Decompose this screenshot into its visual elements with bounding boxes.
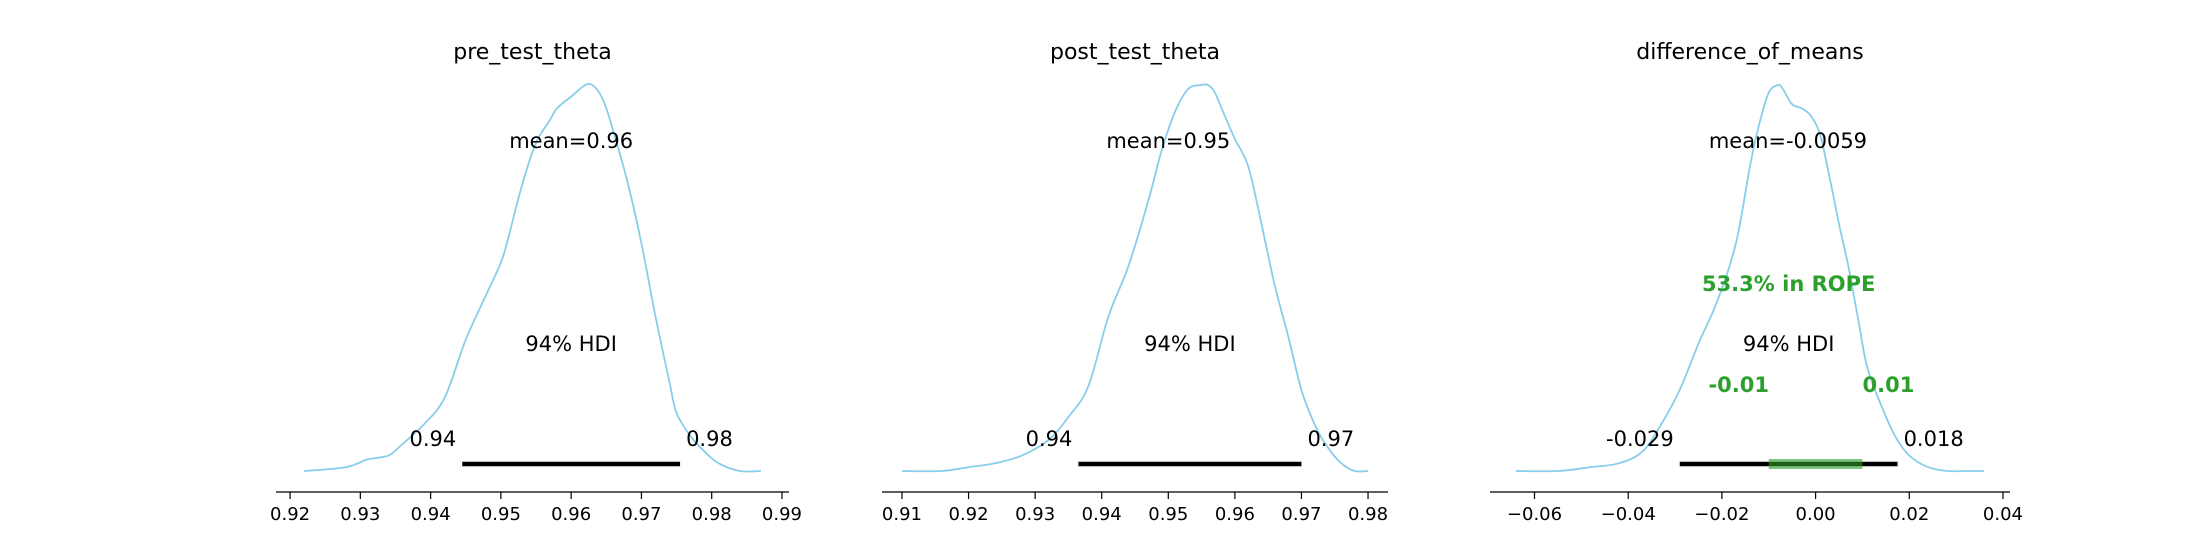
x-tick-label: −0.06 — [1507, 504, 1562, 525]
hdi-low-label: 0.94 — [409, 427, 456, 451]
x-tick-label: 0.95 — [481, 504, 521, 525]
hdi-label: 94% HDI — [1144, 332, 1236, 356]
rope-band — [1768, 459, 1863, 469]
x-tick-label: 0.92 — [270, 504, 310, 525]
hdi-high-label: 0.97 — [1307, 427, 1354, 451]
x-tick-label: 0.04 — [1983, 504, 2023, 525]
x-tick-label: −0.04 — [1601, 504, 1656, 525]
x-tick-label: 0.00 — [1796, 504, 1836, 525]
x-tick-label: 0.93 — [1015, 504, 1055, 525]
hdi-low-label: 0.94 — [1026, 427, 1073, 451]
panel-post-test-theta: 0.91 0.92 0.93 0.94 0.95 0.96 0.97 0.98 post_tes… — [882, 40, 1388, 525]
x-tick-label: 0.97 — [621, 504, 661, 525]
rope-label: 53.3% in ROPE — [1702, 272, 1875, 296]
mean-label: mean=0.96 — [509, 129, 633, 153]
mean-label: mean=-0.0059 — [1709, 129, 1867, 153]
x-tick-label: −0.02 — [1694, 504, 1749, 525]
hdi-high-label: 0.018 — [1904, 427, 1964, 451]
x-tick-label: 0.95 — [1148, 504, 1188, 525]
rope-low-label: -0.01 — [1708, 373, 1769, 397]
x-tick-label: 0.94 — [411, 504, 451, 525]
x-tick-label: 0.92 — [949, 504, 989, 525]
x-tick-label: 0.93 — [340, 504, 380, 525]
mean-label: mean=0.95 — [1106, 129, 1230, 153]
kde-line — [901, 83, 1369, 473]
hdi-label: 94% HDI — [1743, 332, 1835, 356]
panel-pre-test-theta: 0.92 0.93 0.94 0.95 0.96 0.97 0.98 0.99 pre_test… — [270, 40, 802, 525]
x-tick-label: 0.98 — [1348, 504, 1388, 525]
panel-difference-of-means: −0.06 −0.04 −0.02 0.00 0.02 0.04 difference_of… — [1490, 40, 2023, 525]
x-tick-label: 0.96 — [1215, 504, 1255, 525]
chart-title: difference_of_means — [1636, 40, 1864, 65]
kde-line — [1515, 83, 1985, 473]
x-tick-label: 0.98 — [692, 504, 732, 525]
kde-line — [304, 82, 761, 473]
x-tick-label: 0.97 — [1281, 504, 1321, 525]
x-tick-label: 0.94 — [1082, 504, 1122, 525]
chart-title: post_test_theta — [1050, 40, 1220, 65]
rope-high-label: 0.01 — [1863, 373, 1915, 397]
hdi-high-label: 0.98 — [686, 427, 733, 451]
x-tick-label: 0.02 — [1889, 504, 1929, 525]
hdi-label: 94% HDI — [525, 332, 617, 356]
chart-title: pre_test_theta — [453, 40, 612, 65]
x-tick-label: 0.91 — [882, 504, 922, 525]
x-tick-label: 0.96 — [551, 504, 591, 525]
x-tick-label: 0.99 — [762, 504, 802, 525]
hdi-low-label: -0.029 — [1606, 427, 1674, 451]
